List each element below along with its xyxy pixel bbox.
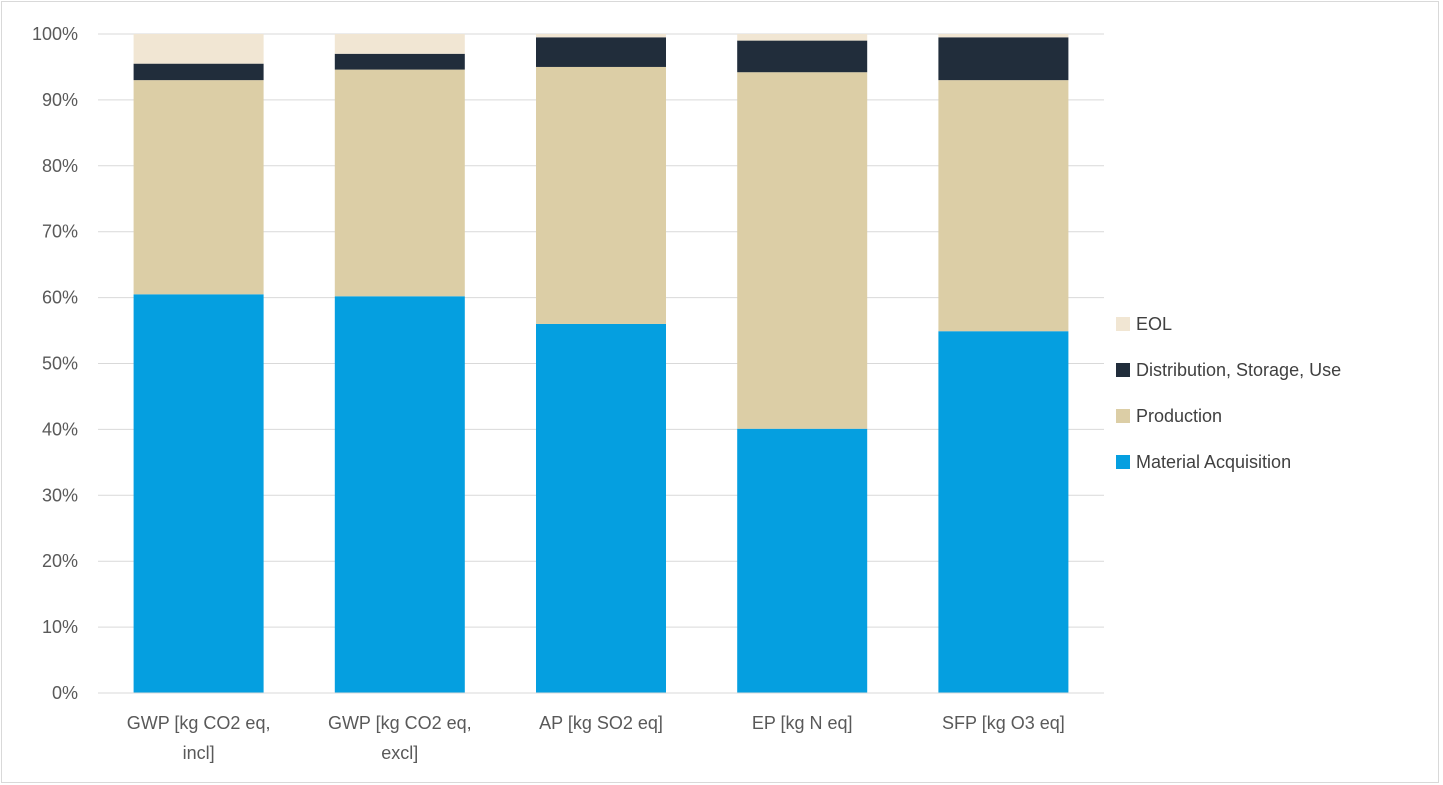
bar-segment-production [938,80,1069,332]
bar-segment-material-acquisition [938,331,1069,693]
bar-segment-material-acquisition [334,296,465,693]
bar-segment-eol [938,34,1069,38]
bar-segment-production [536,66,666,324]
legend-label-distribution-storage-use: Distribution, Storage, Use [1136,360,1341,380]
bar-segment-production [737,72,868,429]
y-tick-label: 100% [32,24,78,44]
y-tick-label: 30% [42,485,78,505]
bar-segment-eol [536,34,666,38]
bar-segment-material-acquisition [536,323,666,693]
bar-segment-eol [133,34,264,64]
legend-swatch-material-acquisition [1116,455,1130,469]
legend-swatch-distribution-storage-use [1116,363,1130,377]
y-tick-label: 80% [42,156,78,176]
y-tick-label: 70% [42,222,78,242]
y-tick-label: 10% [42,617,78,637]
bar-segment-distribution-storage-use [334,53,465,70]
y-tick-label: 40% [42,419,78,439]
x-category-label: EP [kg N eq] [752,713,853,733]
x-category-label: AP [kg SO2 eq] [539,713,663,733]
legend-label-production: Production [1136,406,1222,426]
bar-segment-distribution-storage-use [536,37,666,67]
bar-segment-distribution-storage-use [133,63,264,81]
y-tick-label: 50% [42,354,78,374]
bar-segment-material-acquisition [133,294,264,693]
y-axis-ticks: 0% 10% 20% 30% 40% 50% 60% 70% 80% 90% 100% [32,24,78,703]
x-category-label: GWP [kg CO2 eq, excl] [328,713,472,763]
y-tick-label: 60% [42,288,78,308]
bar-segment-production [133,80,264,295]
bars [133,34,1069,693]
y-tick-label: 90% [42,90,78,110]
bar-segment-distribution-storage-use [938,37,1069,81]
x-category-label: GWP [kg CO2 eq, incl] [127,713,271,763]
y-tick-label: 20% [42,551,78,571]
x-category-label: SFP [kg O3 eq] [942,713,1065,733]
x-axis-labels: GWP [kg CO2 eq, incl] GWP [kg CO2 eq, excl]… [127,713,1065,763]
bar-segment-eol [737,34,868,41]
bar-segment-production [334,69,465,297]
bar-segment-distribution-storage-use [737,40,868,73]
legend-swatch-eol [1116,317,1130,331]
y-tick-label: 0% [52,683,78,703]
bar-segment-material-acquisition [737,428,868,693]
legend: EOL Distribution, Storage, Use Production M… [1116,314,1341,472]
legend-label-eol: EOL [1136,314,1172,334]
legend-swatch-production [1116,409,1130,423]
legend-label-material-acquisition: Material Acquisition [1136,452,1291,472]
bar-segment-eol [334,34,465,54]
